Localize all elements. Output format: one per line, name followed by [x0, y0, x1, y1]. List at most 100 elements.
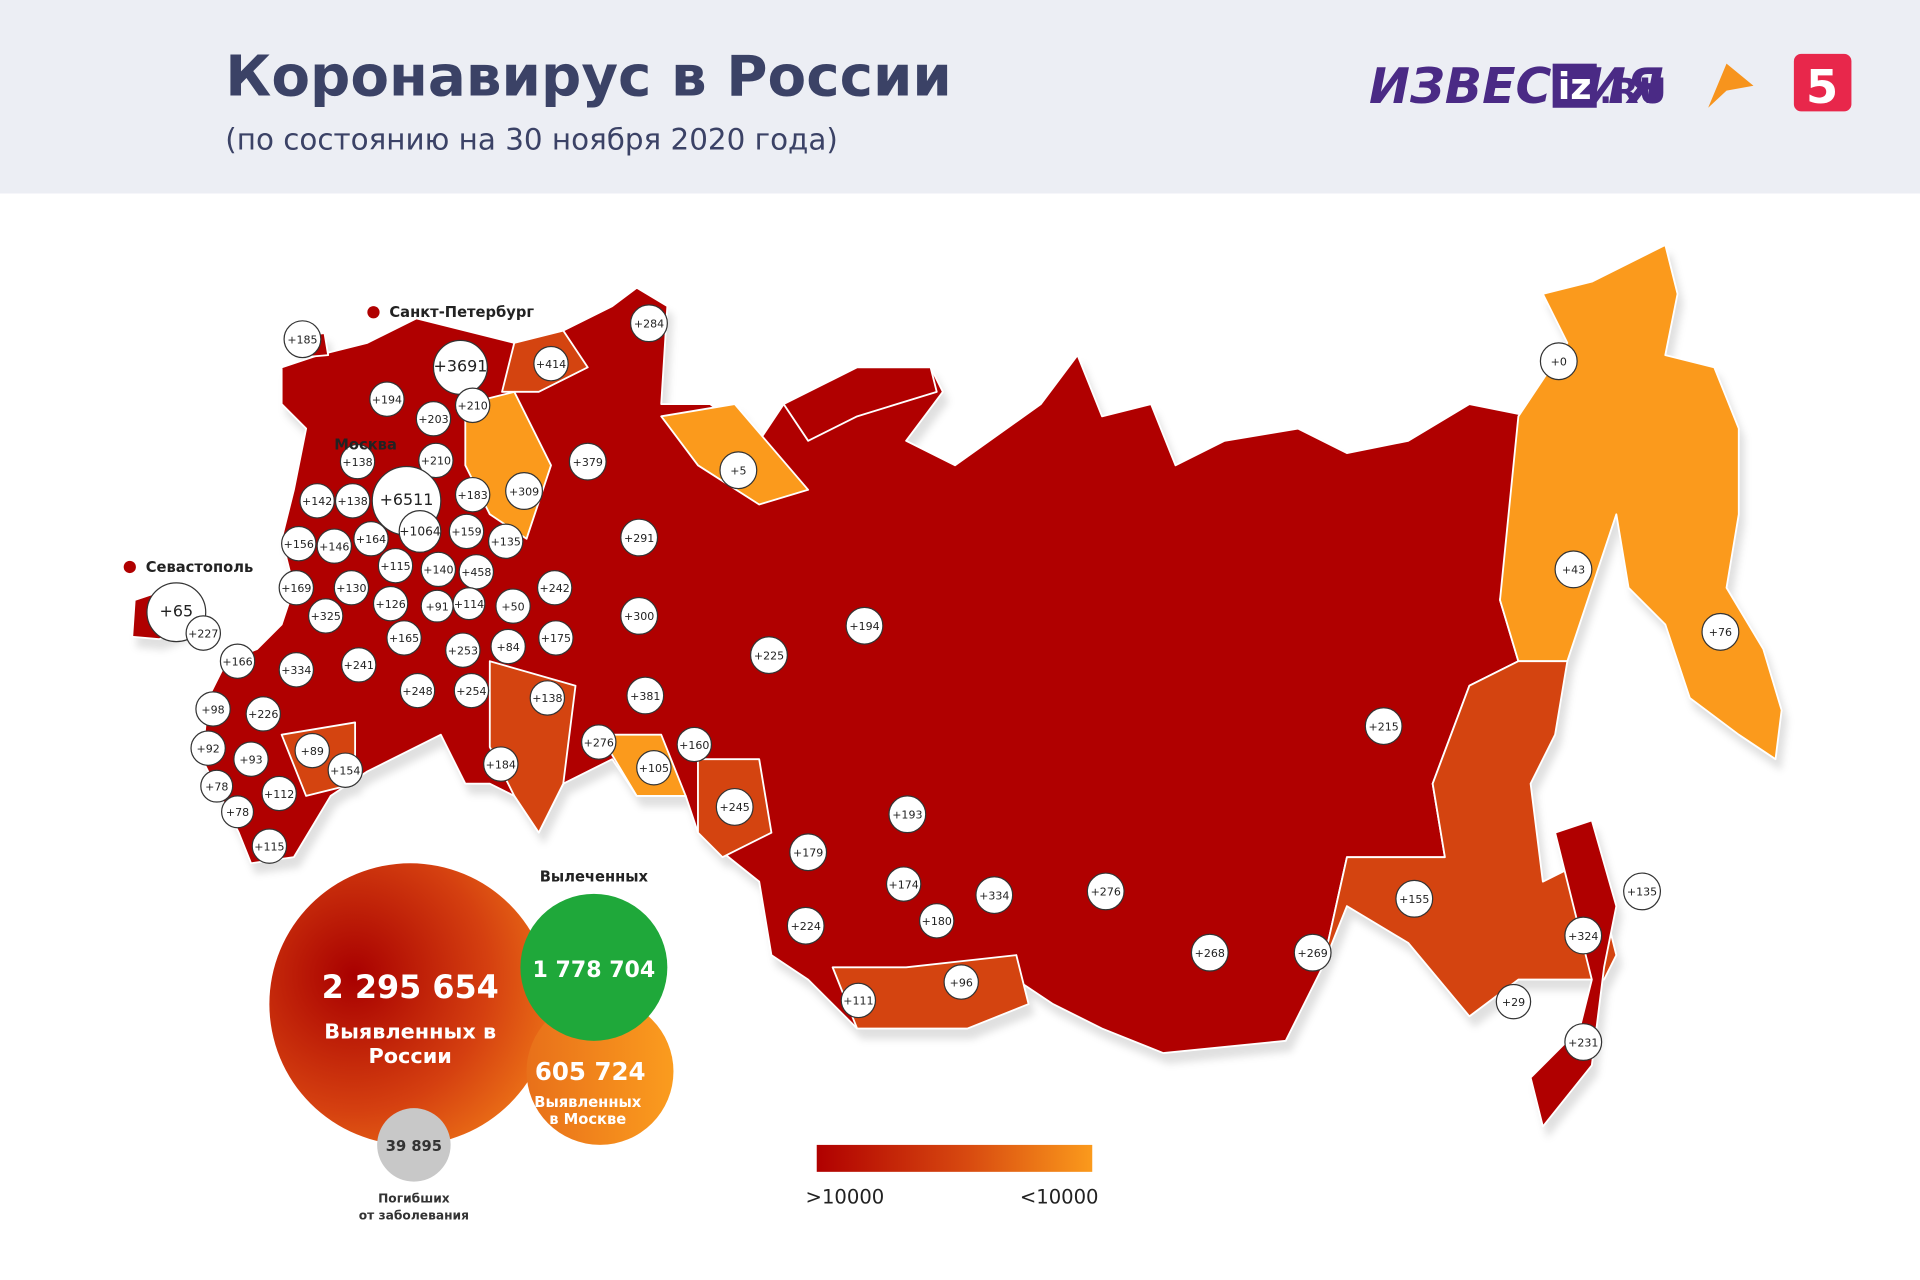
- region-label: +309: [509, 485, 539, 498]
- region-label: +112: [264, 788, 294, 801]
- region-bubble: [715, 787, 754, 826]
- moscow-value: 605 724: [535, 1057, 646, 1086]
- region-label: +225: [754, 649, 784, 662]
- region-bubble: [307, 598, 344, 634]
- region-label: +268: [1195, 947, 1225, 960]
- region-sakhalin: [1529, 819, 1618, 1128]
- city-dot: [312, 438, 325, 451]
- region-bubble: [1190, 933, 1229, 972]
- region-bubble: [885, 866, 922, 902]
- region-bubble: [630, 304, 668, 343]
- region-bubble: [1539, 342, 1578, 381]
- region-label: +276: [1091, 886, 1121, 899]
- region-label: +300: [624, 610, 654, 623]
- region-bubble: [1293, 933, 1332, 972]
- logo-izvestia: ИЗВЕСТИЯ: [1369, 58, 1664, 115]
- region-label: +179: [793, 847, 823, 860]
- moscow-label: Выявленных: [534, 1094, 641, 1111]
- region-label: +78: [205, 780, 228, 793]
- region-label: +160: [679, 739, 709, 752]
- region-label: +166: [222, 656, 252, 669]
- region-label: +227: [188, 627, 218, 640]
- region-bubble: [1564, 916, 1603, 955]
- region-novaya-zemlya: [782, 366, 938, 442]
- region-bubble: [294, 732, 330, 769]
- region-bubble: [339, 443, 376, 480]
- region-label: +135: [1627, 886, 1657, 899]
- region-bubble: [453, 672, 490, 709]
- region-label: +231: [1568, 1036, 1598, 1049]
- region-bubble: [943, 964, 979, 1000]
- region-label: +138: [338, 495, 368, 508]
- cases-value: 2 295 654: [322, 968, 499, 1006]
- region-bubble: [975, 876, 1014, 915]
- region-label: +174: [889, 878, 919, 891]
- region-label: +183: [458, 489, 488, 502]
- region-bubble: [418, 442, 454, 479]
- region-bubble: [372, 585, 409, 622]
- deaths-label: от заболевания: [359, 1209, 469, 1223]
- region-bubble: [316, 528, 353, 564]
- region-label: +164: [356, 533, 386, 546]
- region-label: +180: [922, 915, 952, 928]
- region-bubble: [278, 652, 315, 688]
- city-dot: [367, 306, 380, 319]
- region-label: +111: [843, 995, 873, 1008]
- region-bubble: [495, 588, 531, 624]
- legend-bar: [816, 1144, 1093, 1172]
- region-bubble: [620, 596, 659, 635]
- region-bubble: [636, 750, 672, 786]
- region-label: +76: [1709, 626, 1732, 639]
- region-label: +254: [456, 685, 486, 698]
- cases-label: Выявленных в: [324, 1019, 496, 1043]
- recovered-label: Вылеченных: [540, 869, 649, 886]
- logo-5-box: [1793, 53, 1852, 112]
- region-label: +284: [634, 318, 664, 331]
- region-bubble: [1623, 872, 1662, 911]
- region-bubble: [789, 833, 828, 872]
- region-bubble: [845, 606, 884, 645]
- city-label: Санкт-Петербург: [389, 304, 534, 321]
- moscow-circle: [526, 997, 674, 1145]
- region-label: +3691: [434, 357, 488, 376]
- region-label: +175: [541, 632, 571, 645]
- region-label: +169: [281, 582, 311, 595]
- region-label: +379: [573, 456, 603, 469]
- region-label: +155: [1399, 893, 1429, 906]
- region-label: +276: [584, 736, 614, 749]
- subtitle: (по состоянию на 30 ноября 2020 года): [225, 122, 838, 156]
- region-label: +105: [639, 762, 669, 775]
- region-bubble: [369, 381, 405, 417]
- region-label: +84: [497, 641, 520, 654]
- recovered-value: 1 778 704: [533, 958, 656, 983]
- region-label: +65: [160, 602, 194, 621]
- region-label: +226: [248, 708, 278, 721]
- region-label: +140: [423, 564, 453, 577]
- region-label: +334: [979, 889, 1009, 902]
- city-dot: [123, 560, 136, 574]
- logo-iz: iz: [1558, 65, 1592, 108]
- region-label: +156: [284, 538, 314, 551]
- region-label: +29: [1502, 996, 1525, 1009]
- region-bubble: [334, 483, 371, 519]
- region-bubble: [1364, 707, 1403, 746]
- header-bg: [0, 0, 1920, 194]
- region-label: +138: [342, 456, 372, 469]
- region-bubble: [454, 476, 491, 513]
- region-bubble: [750, 636, 788, 675]
- region-bubble: [529, 680, 566, 716]
- region-bubble: [278, 570, 315, 606]
- region-label: +146: [319, 540, 349, 553]
- region-bubble: [1395, 879, 1434, 918]
- city-label: Севастополь: [146, 559, 254, 576]
- region-bubble: [386, 620, 422, 656]
- region-label: +91: [426, 600, 449, 613]
- region-bubble: [185, 615, 222, 651]
- region-bubble: [454, 387, 491, 424]
- region-bubble: [190, 730, 226, 766]
- region-bubble: [245, 696, 282, 732]
- region-bubble: [333, 570, 370, 606]
- cases-circle: [269, 863, 552, 1145]
- region-bubble: [840, 982, 877, 1019]
